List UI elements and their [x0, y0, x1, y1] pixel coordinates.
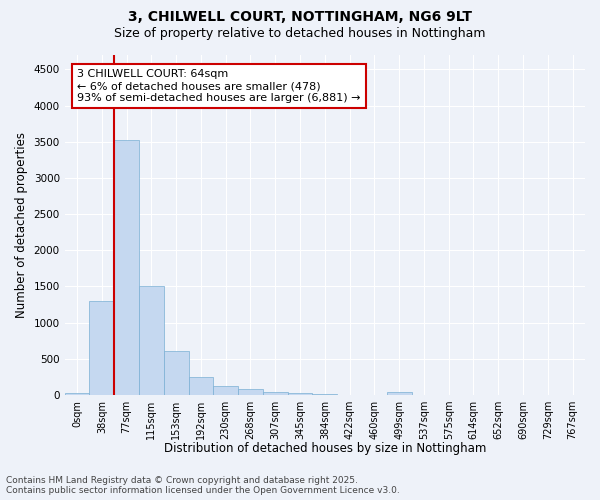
Text: Size of property relative to detached houses in Nottingham: Size of property relative to detached ho…	[114, 28, 486, 40]
Bar	[214, 386, 238, 395]
Bar	[188, 377, 214, 395]
Bar	[164, 352, 188, 395]
Text: 3, CHILWELL COURT, NOTTINGHAM, NG6 9LT: 3, CHILWELL COURT, NOTTINGHAM, NG6 9LT	[128, 10, 472, 24]
Bar	[114, 140, 139, 395]
Bar	[387, 392, 412, 395]
Bar	[238, 390, 263, 395]
Bar	[89, 301, 114, 395]
Text: Contains HM Land Registry data © Crown copyright and database right 2025.
Contai: Contains HM Land Registry data © Crown c…	[6, 476, 400, 495]
Bar	[263, 392, 287, 395]
X-axis label: Distribution of detached houses by size in Nottingham: Distribution of detached houses by size …	[164, 442, 486, 455]
Bar	[139, 286, 164, 395]
Text: 3 CHILWELL COURT: 64sqm
← 6% of detached houses are smaller (478)
93% of semi-de: 3 CHILWELL COURT: 64sqm ← 6% of detached…	[77, 70, 361, 102]
Bar	[65, 393, 89, 395]
Y-axis label: Number of detached properties: Number of detached properties	[15, 132, 28, 318]
Bar	[287, 394, 313, 395]
